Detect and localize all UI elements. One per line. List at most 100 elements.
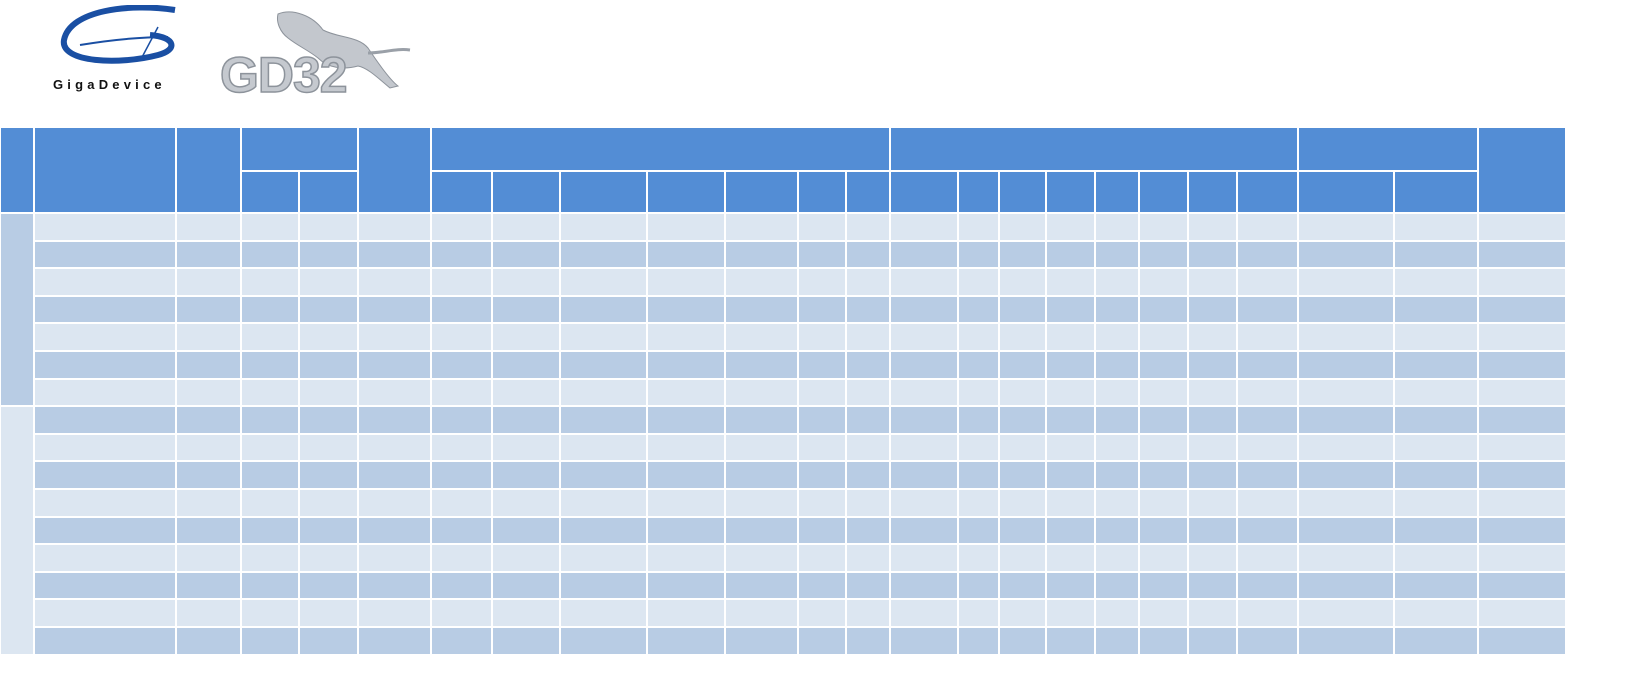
table-cell [648, 214, 724, 240]
table-cell [35, 518, 175, 543]
table-cell [359, 435, 430, 460]
table-cell [242, 269, 298, 295]
table-cell [1140, 628, 1187, 654]
header-subcell [300, 172, 357, 212]
table-cell [242, 600, 298, 626]
header-group-cell [432, 128, 889, 170]
table-cell [177, 242, 240, 267]
gd32-logo: GD32 [218, 8, 413, 104]
table-cell [1140, 573, 1187, 598]
table-cell [300, 407, 357, 433]
table-cell [959, 490, 998, 516]
table-cell [493, 490, 559, 516]
table-cell [648, 573, 724, 598]
table-cell [799, 545, 845, 571]
table-cell [891, 214, 957, 240]
table-cell [1000, 269, 1045, 295]
table-cell [35, 545, 175, 571]
table-cell [177, 214, 240, 240]
table-cell [432, 269, 491, 295]
header-cell [35, 128, 175, 212]
table-cell [561, 600, 646, 626]
table-cell [359, 214, 430, 240]
table-cell [1000, 297, 1045, 322]
table-cell [242, 628, 298, 654]
table-cell [432, 380, 491, 405]
table-cell [891, 518, 957, 543]
table-cell [1238, 242, 1297, 267]
table-cell [799, 462, 845, 488]
table-cell [648, 297, 724, 322]
header-subcell [648, 172, 724, 212]
table-cell [1140, 297, 1187, 322]
table-cell [648, 352, 724, 378]
table-cell [432, 352, 491, 378]
table-cell [177, 435, 240, 460]
table-cell [1479, 407, 1565, 433]
table-cell [1395, 600, 1477, 626]
table-cell [561, 628, 646, 654]
table-cell [1238, 573, 1297, 598]
table-cell [1395, 628, 1477, 654]
header-subcell [1096, 172, 1138, 212]
table-cell [1047, 462, 1094, 488]
table-cell [1238, 214, 1297, 240]
table-cell [726, 600, 797, 626]
table-cell [891, 628, 957, 654]
table-cell [648, 269, 724, 295]
table-cell [242, 297, 298, 322]
table-cell [847, 462, 889, 488]
table-cell [561, 297, 646, 322]
table-cell [799, 380, 845, 405]
table-cell [493, 324, 559, 350]
table-cell [1047, 545, 1094, 571]
table-cell [35, 297, 175, 322]
table-cell [1047, 600, 1094, 626]
table-cell [1047, 324, 1094, 350]
table-cell [959, 545, 998, 571]
table-cell [1000, 600, 1045, 626]
header-subcell [432, 172, 491, 212]
table-cell [1140, 462, 1187, 488]
table-cell [1140, 435, 1187, 460]
table-cell [648, 380, 724, 405]
table-cell [493, 545, 559, 571]
table-cell [1096, 545, 1138, 571]
table-cell [1299, 600, 1393, 626]
header-cell [359, 128, 430, 212]
table-cell [1479, 573, 1565, 598]
table-cell [847, 490, 889, 516]
header-subcell [1189, 172, 1236, 212]
header-cell [1, 128, 33, 212]
table-cell [847, 545, 889, 571]
table-cell [1189, 269, 1236, 295]
table-cell [959, 462, 998, 488]
table-cell [799, 242, 845, 267]
table-cell [359, 545, 430, 571]
table-cell [1096, 242, 1138, 267]
table-cell [1395, 490, 1477, 516]
table-cell [432, 462, 491, 488]
table-cell [432, 297, 491, 322]
table-cell [432, 573, 491, 598]
table-cell [242, 324, 298, 350]
table-cell [1299, 352, 1393, 378]
table-cell [1189, 490, 1236, 516]
table-cell [1047, 242, 1094, 267]
table-cell [561, 462, 646, 488]
table-cell [1047, 380, 1094, 405]
table-cell [648, 324, 724, 350]
table-cell [359, 269, 430, 295]
table-cell [799, 490, 845, 516]
table-cell [1096, 573, 1138, 598]
table-cell [242, 380, 298, 405]
table-cell [1395, 518, 1477, 543]
header-subcell [1047, 172, 1094, 212]
table-cell [242, 573, 298, 598]
table-cell [300, 269, 357, 295]
table-cell [1000, 242, 1045, 267]
table-cell [1096, 518, 1138, 543]
table-cell [1189, 518, 1236, 543]
table-cell [1140, 600, 1187, 626]
table-cell [35, 242, 175, 267]
